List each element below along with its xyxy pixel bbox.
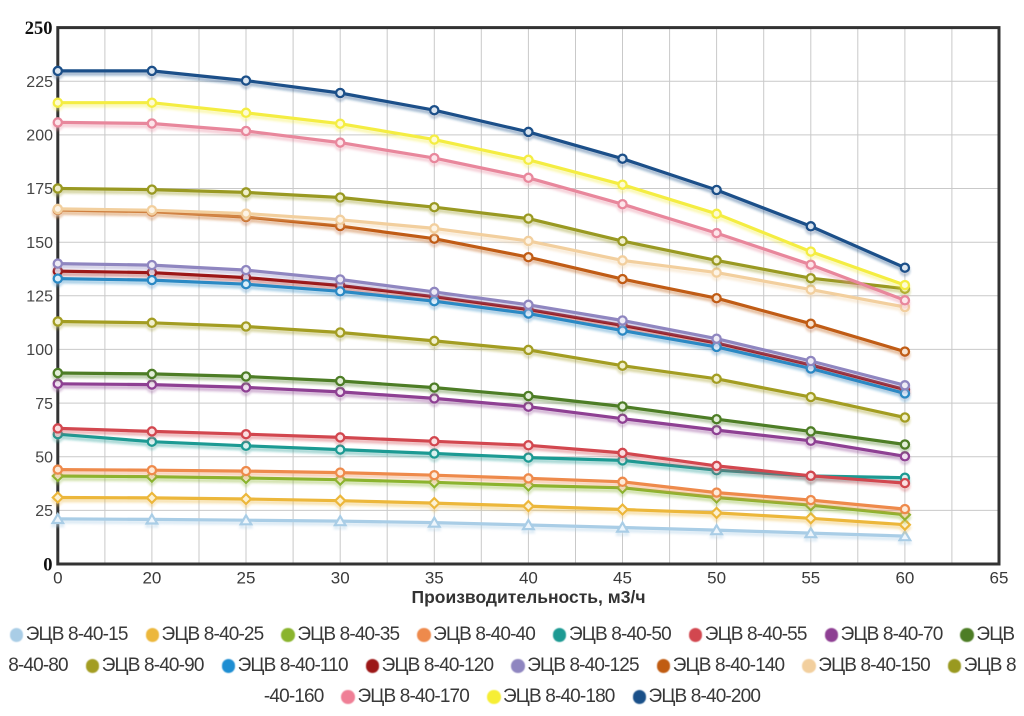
svg-text:50: 50 bbox=[707, 569, 726, 588]
svg-text:100: 100 bbox=[26, 342, 53, 359]
svg-text:175: 175 bbox=[26, 181, 53, 198]
svg-text:25: 25 bbox=[35, 503, 53, 520]
svg-text:250: 250 bbox=[25, 19, 53, 39]
svg-text:225: 225 bbox=[26, 74, 53, 91]
svg-text:20: 20 bbox=[142, 569, 161, 588]
svg-text:Производительность, м3/ч: Производительность, м3/ч bbox=[412, 587, 646, 607]
svg-text:55: 55 bbox=[801, 569, 820, 588]
svg-text:125: 125 bbox=[26, 289, 53, 306]
svg-text:65: 65 bbox=[990, 569, 1009, 588]
svg-text:200: 200 bbox=[26, 128, 53, 145]
svg-text:30: 30 bbox=[331, 569, 350, 588]
svg-text:25: 25 bbox=[237, 569, 256, 588]
svg-text:0: 0 bbox=[43, 556, 52, 576]
svg-text:40: 40 bbox=[519, 569, 538, 588]
svg-text:45: 45 bbox=[613, 569, 632, 588]
svg-text:75: 75 bbox=[35, 396, 53, 413]
svg-text:0: 0 bbox=[53, 569, 62, 588]
svg-text:60: 60 bbox=[895, 569, 914, 588]
svg-text:50: 50 bbox=[35, 449, 53, 466]
svg-text:150: 150 bbox=[26, 235, 53, 252]
svg-text:35: 35 bbox=[425, 569, 444, 588]
